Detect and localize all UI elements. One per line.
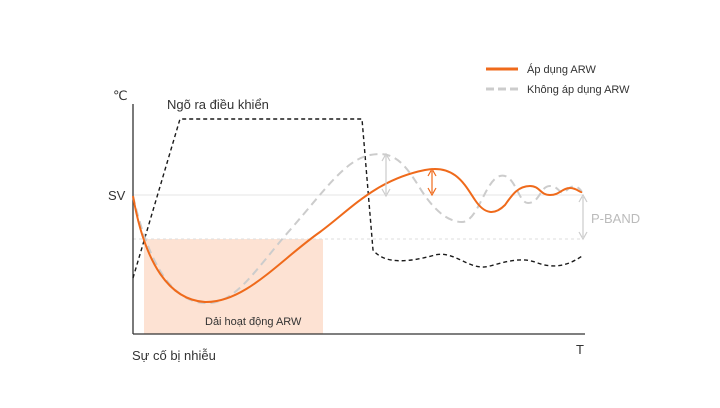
arw-band-label: Dải hoạt động ARW: [205, 316, 302, 328]
disturbance-label: Sự cố bị nhiễu: [132, 348, 216, 363]
overshoot-arrow-without-arw: [381, 152, 391, 198]
p-band-label: P-BAND: [591, 211, 640, 226]
arw-band-region: [144, 239, 323, 334]
with-arw-curve: [132, 167, 583, 304]
y-unit-label: ℃: [113, 88, 128, 103]
legend-with-arw-label: Áp dụng ARW: [527, 63, 597, 76]
p-band-arrow: [578, 193, 588, 241]
control-output-label: Ngõ ra điều khiển: [167, 97, 269, 112]
x-unit-label: T: [576, 342, 584, 357]
legend-without-arw-label: Không áp dụng ARW: [527, 84, 630, 96]
sv-label: SV: [108, 188, 126, 203]
overshoot-arrow-with-arw: [427, 167, 437, 197]
